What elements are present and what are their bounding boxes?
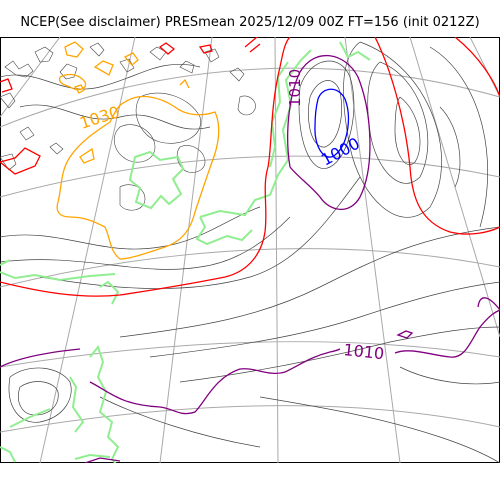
latitude-line bbox=[0, 405, 500, 433]
longitude-line bbox=[274, 37, 279, 463]
label-1010-upper: 1010 bbox=[286, 69, 304, 107]
pressure-map: 1030 1010 1000 1010 bbox=[0, 37, 500, 463]
coastline bbox=[0, 41, 371, 463]
label-1010-lower: 1010 bbox=[343, 340, 385, 363]
isobar-1020 bbox=[0, 37, 500, 297]
terrain-contours bbox=[0, 42, 256, 211]
isobar-1030 bbox=[56, 41, 220, 260]
longitude-line bbox=[0, 37, 61, 118]
latitude-line bbox=[0, 341, 500, 368]
longitude-line bbox=[39, 37, 136, 463]
chart-title: NCEP(See disclaimer) PRESmean 2025/12/09… bbox=[20, 15, 480, 30]
latitude-line bbox=[0, 67, 500, 128]
longitude-line bbox=[159, 37, 213, 463]
longitude-line bbox=[469, 37, 500, 98]
minor-isobars bbox=[0, 41, 500, 463]
isobar-1010 bbox=[0, 55, 500, 463]
isobar-1000 bbox=[314, 88, 349, 158]
latitude-line bbox=[0, 155, 500, 198]
